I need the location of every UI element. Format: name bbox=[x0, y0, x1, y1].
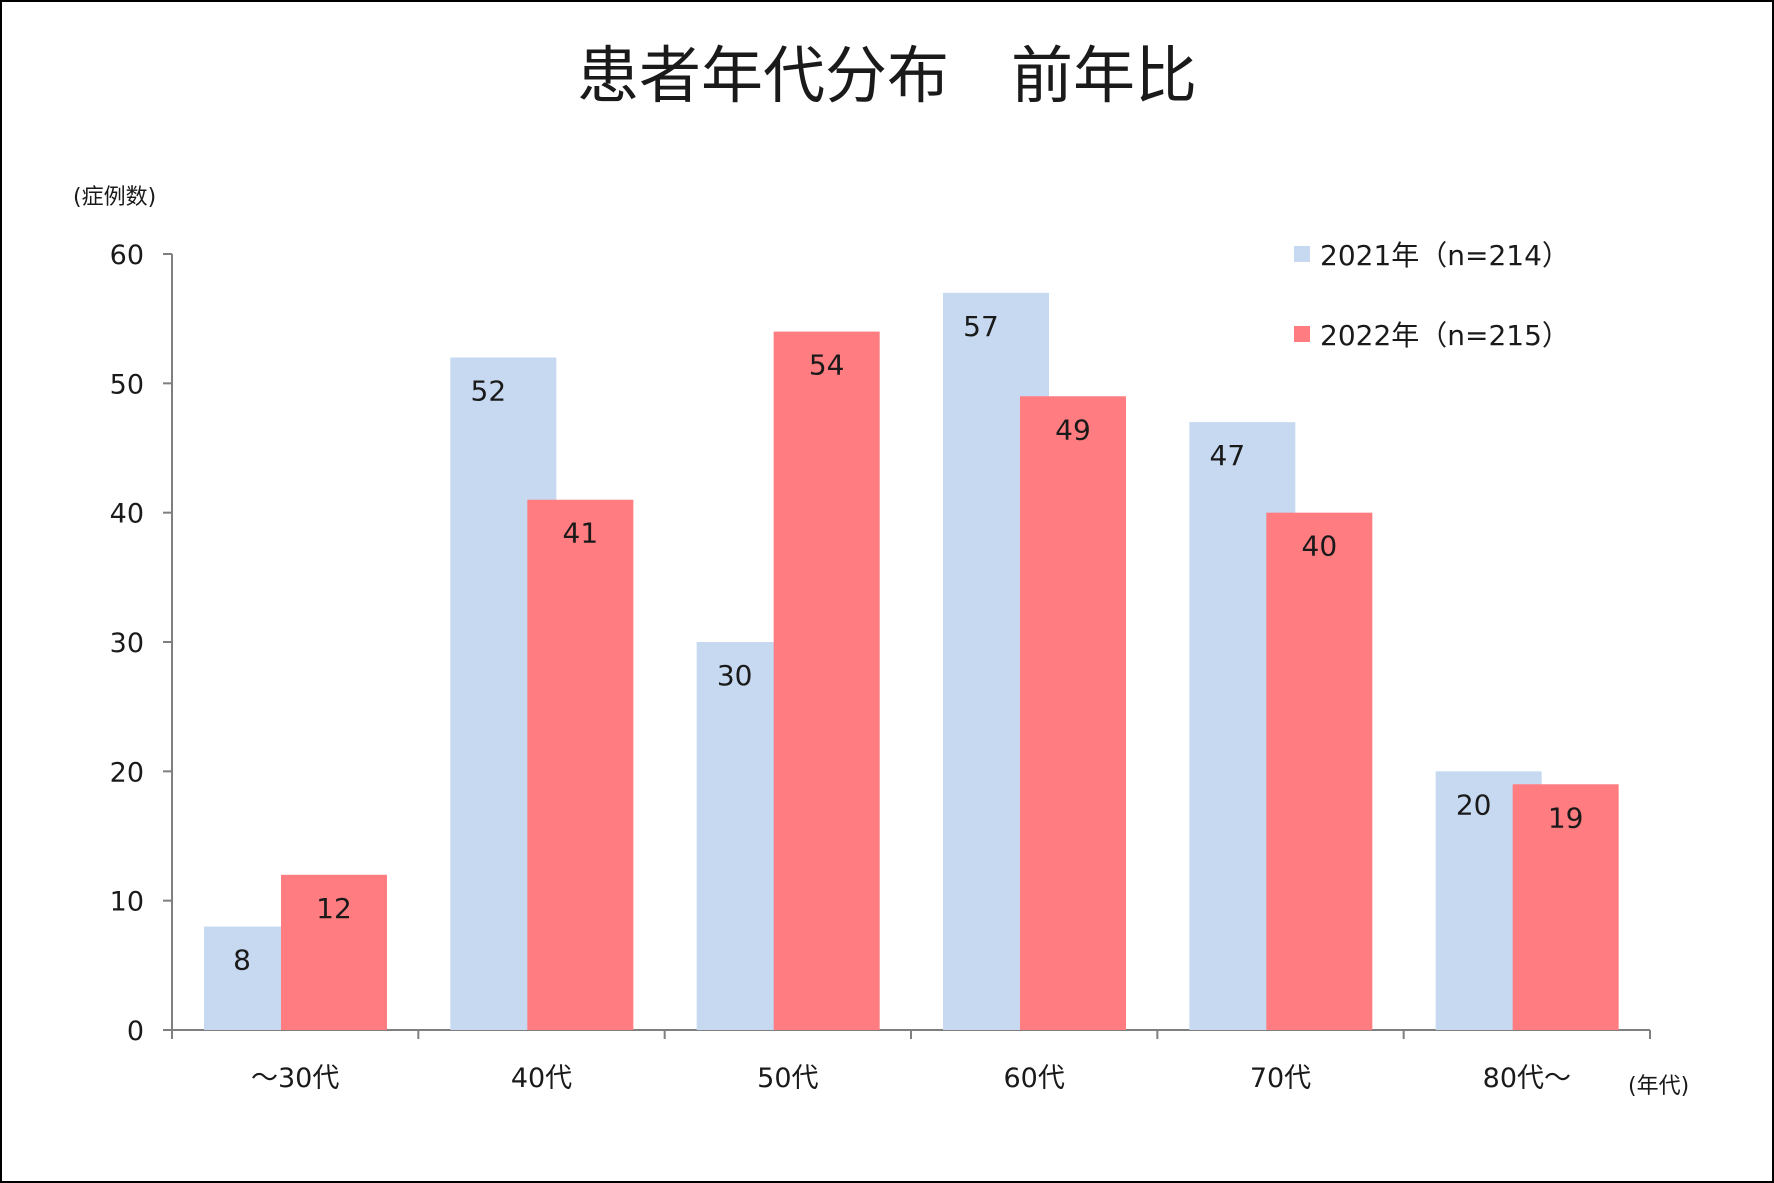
data-label: 30 bbox=[717, 659, 753, 692]
x-tick-label: 40代 bbox=[511, 1063, 572, 1094]
chart-title: 患者年代分布 前年比 bbox=[577, 39, 1197, 112]
y-tick-label: 0 bbox=[127, 1016, 144, 1047]
data-label: 41 bbox=[563, 517, 599, 550]
bar-2022 bbox=[527, 499, 634, 1030]
data-label: 49 bbox=[1055, 413, 1091, 446]
y-tick-label: 50 bbox=[110, 369, 144, 400]
data-label: 19 bbox=[1548, 801, 1584, 834]
legend-swatch bbox=[1294, 246, 1310, 262]
data-label: 52 bbox=[471, 374, 507, 407]
legend-label: 2021年（n=214） bbox=[1320, 239, 1570, 272]
bar-2022 bbox=[1020, 396, 1126, 1030]
bar-2022 bbox=[281, 874, 387, 1030]
bar-2022 bbox=[1512, 784, 1619, 1030]
y-tick-label: 30 bbox=[110, 628, 144, 659]
data-label: 20 bbox=[1456, 788, 1492, 821]
y-tick-label: 60 bbox=[110, 240, 144, 271]
legend-swatch bbox=[1294, 326, 1310, 342]
y-axis: 0 10 20 30 40 50 60 bbox=[110, 240, 173, 1047]
x-tick-label: 60代 bbox=[1003, 1063, 1064, 1094]
x-tick-label: 70代 bbox=[1250, 1063, 1311, 1094]
y-tick-label: 10 bbox=[110, 887, 144, 918]
x-tick-label: ～30代 bbox=[251, 1063, 339, 1094]
x-tick-label: 80代～ bbox=[1483, 1063, 1571, 1094]
data-label: 40 bbox=[1302, 530, 1338, 563]
legend-label: 2022年（n=215） bbox=[1320, 319, 1570, 352]
bar-2022 bbox=[1266, 512, 1373, 1030]
bar-2022 bbox=[773, 331, 880, 1031]
y-tick-label: 20 bbox=[110, 757, 144, 788]
data-labels: 8 12 52 41 30 54 57 49 47 40 20 19 bbox=[233, 310, 1583, 977]
data-label: 47 bbox=[1210, 439, 1246, 472]
data-label: 54 bbox=[809, 349, 845, 382]
y-tick-label: 40 bbox=[110, 499, 144, 530]
bar-series bbox=[204, 292, 1619, 1031]
data-label: 8 bbox=[233, 944, 251, 977]
x-tick-label: 50代 bbox=[757, 1063, 818, 1094]
x-axis-label: (年代) bbox=[1628, 1074, 1689, 1099]
legend: 2021年（n=214） 2022年（n=215） bbox=[1294, 239, 1570, 352]
y-axis-label: (症例数) bbox=[73, 185, 156, 210]
x-axis: ～30代 40代 50代 60代 70代 80代～ bbox=[171, 1029, 1651, 1094]
data-label: 12 bbox=[316, 892, 352, 925]
data-label: 57 bbox=[963, 310, 999, 343]
